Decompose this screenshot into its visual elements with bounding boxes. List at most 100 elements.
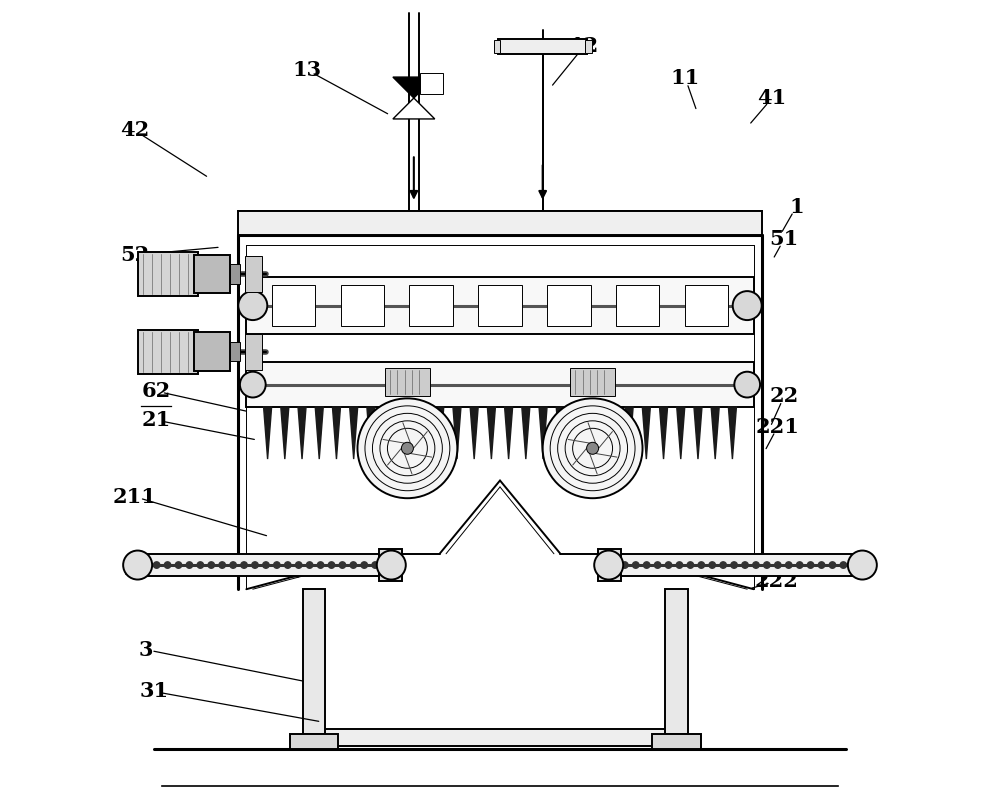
- Polygon shape: [505, 406, 513, 459]
- Text: 62: 62: [142, 381, 171, 401]
- Text: 221: 221: [756, 417, 800, 436]
- Circle shape: [764, 562, 770, 568]
- Circle shape: [285, 562, 291, 568]
- Bar: [478, 285, 522, 326]
- Polygon shape: [487, 406, 495, 459]
- Circle shape: [372, 562, 378, 568]
- Bar: [585, 40, 592, 53]
- Bar: [665, 589, 688, 734]
- Circle shape: [687, 562, 694, 568]
- Circle shape: [594, 550, 623, 579]
- Polygon shape: [393, 77, 435, 98]
- Circle shape: [197, 562, 204, 568]
- Bar: [230, 342, 240, 361]
- Circle shape: [401, 442, 413, 454]
- Polygon shape: [660, 406, 668, 459]
- Text: 211: 211: [112, 486, 156, 507]
- Circle shape: [742, 562, 748, 568]
- Text: 42: 42: [120, 120, 149, 141]
- Text: 222: 222: [754, 571, 798, 591]
- Circle shape: [252, 562, 258, 568]
- Circle shape: [734, 372, 760, 398]
- Bar: [238, 211, 762, 235]
- Circle shape: [164, 562, 171, 568]
- Circle shape: [775, 562, 781, 568]
- Bar: [494, 40, 500, 53]
- Bar: [598, 549, 621, 581]
- Polygon shape: [436, 406, 444, 459]
- Circle shape: [733, 291, 762, 320]
- Circle shape: [153, 562, 160, 568]
- Circle shape: [295, 562, 302, 568]
- Circle shape: [818, 562, 825, 568]
- Bar: [138, 252, 198, 296]
- Polygon shape: [453, 406, 461, 459]
- Bar: [616, 285, 659, 326]
- Polygon shape: [332, 406, 340, 459]
- Circle shape: [123, 550, 152, 579]
- Polygon shape: [470, 406, 478, 459]
- Circle shape: [219, 562, 225, 568]
- Circle shape: [753, 562, 759, 568]
- Bar: [290, 734, 338, 749]
- Circle shape: [328, 562, 335, 568]
- Circle shape: [587, 442, 599, 454]
- Circle shape: [350, 562, 357, 568]
- Text: 212: 212: [124, 559, 168, 579]
- Bar: [385, 368, 430, 396]
- Circle shape: [643, 562, 650, 568]
- Bar: [379, 549, 402, 581]
- Polygon shape: [281, 406, 289, 459]
- Circle shape: [361, 562, 367, 568]
- Bar: [609, 553, 870, 576]
- Circle shape: [230, 562, 236, 568]
- Polygon shape: [298, 406, 306, 459]
- Circle shape: [654, 562, 661, 568]
- Polygon shape: [419, 406, 427, 459]
- Circle shape: [241, 562, 247, 568]
- Circle shape: [698, 562, 705, 568]
- Polygon shape: [728, 406, 736, 459]
- Bar: [685, 285, 728, 326]
- Text: 11: 11: [671, 68, 700, 88]
- Polygon shape: [264, 406, 272, 459]
- Polygon shape: [539, 406, 547, 459]
- Bar: [130, 553, 391, 576]
- Bar: [570, 368, 615, 396]
- Bar: [246, 363, 754, 406]
- Bar: [245, 256, 262, 292]
- Circle shape: [731, 562, 737, 568]
- Bar: [547, 285, 591, 326]
- Text: 31: 31: [139, 681, 168, 701]
- Circle shape: [622, 562, 628, 568]
- Circle shape: [357, 398, 457, 499]
- Polygon shape: [384, 406, 392, 459]
- Circle shape: [186, 562, 193, 568]
- Bar: [194, 333, 230, 371]
- Circle shape: [796, 562, 803, 568]
- Circle shape: [306, 562, 313, 568]
- Circle shape: [709, 562, 715, 568]
- Circle shape: [240, 372, 266, 398]
- Polygon shape: [591, 406, 599, 459]
- Polygon shape: [315, 406, 323, 459]
- Circle shape: [274, 562, 280, 568]
- Polygon shape: [677, 406, 685, 459]
- Circle shape: [665, 562, 672, 568]
- Circle shape: [840, 562, 847, 568]
- Text: 13: 13: [292, 60, 321, 80]
- Bar: [194, 255, 230, 293]
- Circle shape: [829, 562, 836, 568]
- Bar: [138, 330, 198, 374]
- Text: 52: 52: [120, 245, 149, 265]
- Polygon shape: [642, 406, 650, 459]
- Text: 12: 12: [570, 36, 599, 56]
- Circle shape: [633, 562, 639, 568]
- Circle shape: [543, 398, 643, 499]
- Circle shape: [848, 550, 877, 579]
- Bar: [341, 285, 384, 326]
- Polygon shape: [350, 406, 358, 459]
- Circle shape: [175, 562, 182, 568]
- Circle shape: [786, 562, 792, 568]
- Bar: [498, 40, 587, 53]
